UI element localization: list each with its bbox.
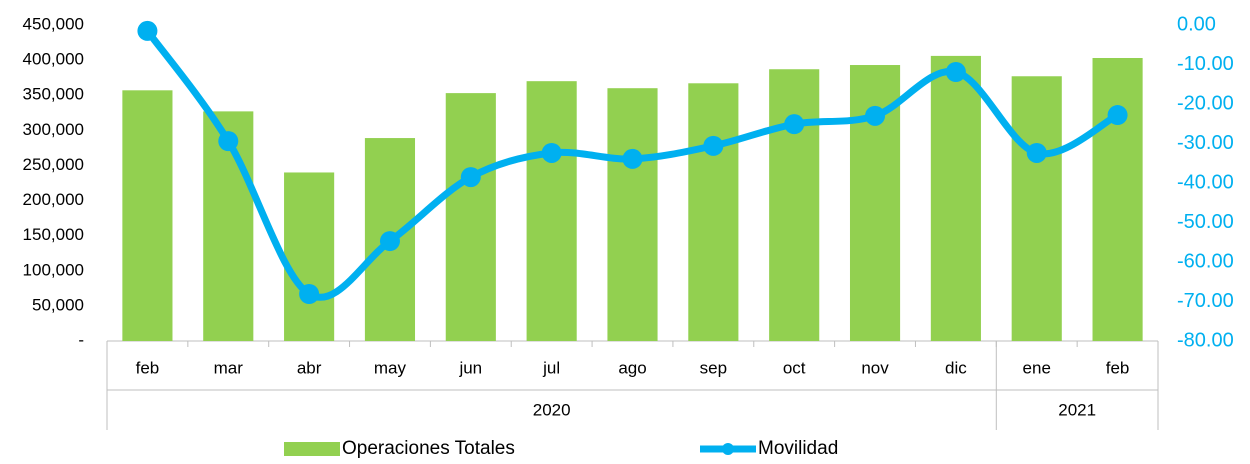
- bar: [1092, 58, 1143, 341]
- bar: [688, 83, 739, 341]
- y-tick-label: 150,000: [23, 225, 84, 244]
- y-tick-label: 250,000: [23, 155, 84, 174]
- line-marker: [784, 114, 805, 135]
- x-tick-label: ago: [618, 358, 646, 377]
- x-tick-label: may: [374, 358, 407, 377]
- bar: [122, 90, 173, 341]
- y-tick-label: -: [78, 330, 84, 349]
- legend-label: Operaciones Totales: [342, 438, 515, 459]
- y2-tick-label: -70.00: [1177, 290, 1234, 312]
- y2-tick-label: -50.00: [1177, 211, 1234, 233]
- y2-tick-label: -80.00: [1177, 329, 1234, 351]
- bar: [930, 55, 981, 342]
- y2-tick-label: -60.00: [1177, 250, 1234, 272]
- bar: [526, 81, 577, 341]
- x-group-label: 2020: [533, 400, 571, 419]
- x-tick-label: feb: [136, 358, 160, 377]
- bar: [284, 172, 335, 341]
- line-marker: [460, 167, 481, 188]
- y2-tick-label: -30.00: [1177, 132, 1234, 154]
- x-tick-label: dic: [945, 358, 967, 377]
- y2-tick-label: -20.00: [1177, 92, 1234, 114]
- x-tick-label: jul: [542, 358, 560, 377]
- x-group-label: 2021: [1058, 400, 1096, 419]
- line-marker: [218, 131, 239, 152]
- y2-tick-label: 0.00: [1177, 13, 1216, 35]
- line-marker: [1026, 142, 1047, 163]
- y-tick-label: 400,000: [23, 50, 84, 69]
- bar: [445, 93, 496, 341]
- y-tick-label: 100,000: [23, 260, 84, 279]
- bar: [1011, 76, 1062, 342]
- x-tick-label: ene: [1023, 358, 1051, 377]
- x-tick-label: jun: [458, 358, 482, 377]
- x-tick-label: mar: [214, 358, 244, 377]
- y-tick-label: 350,000: [23, 85, 84, 104]
- line-marker: [1107, 105, 1128, 126]
- y-tick-label: 450,000: [23, 14, 84, 33]
- y2-tick-label: -10.00: [1177, 53, 1234, 75]
- y-tick-label: 50,000: [32, 295, 84, 314]
- y2-tick-label: -40.00: [1177, 171, 1234, 193]
- legend-label: Movilidad: [758, 438, 838, 459]
- bar: [607, 88, 658, 341]
- line-marker: [622, 148, 643, 169]
- line-marker: [945, 62, 966, 83]
- x-tick-label: nov: [861, 358, 889, 377]
- y-tick-label: 300,000: [23, 120, 84, 139]
- x-tick-label: sep: [700, 358, 727, 377]
- line-marker: [703, 135, 724, 156]
- bar: [769, 69, 820, 342]
- line-marker: [865, 105, 886, 126]
- legend-swatch: [284, 442, 340, 456]
- line-marker: [299, 283, 320, 304]
- x-tick-label: abr: [297, 358, 322, 377]
- x-tick-label: feb: [1106, 358, 1130, 377]
- line-marker: [541, 142, 562, 163]
- legend-swatch: [722, 443, 734, 455]
- y-tick-label: 200,000: [23, 190, 84, 209]
- line-marker: [137, 20, 158, 41]
- x-tick-label: oct: [783, 358, 806, 377]
- line-marker: [379, 231, 400, 252]
